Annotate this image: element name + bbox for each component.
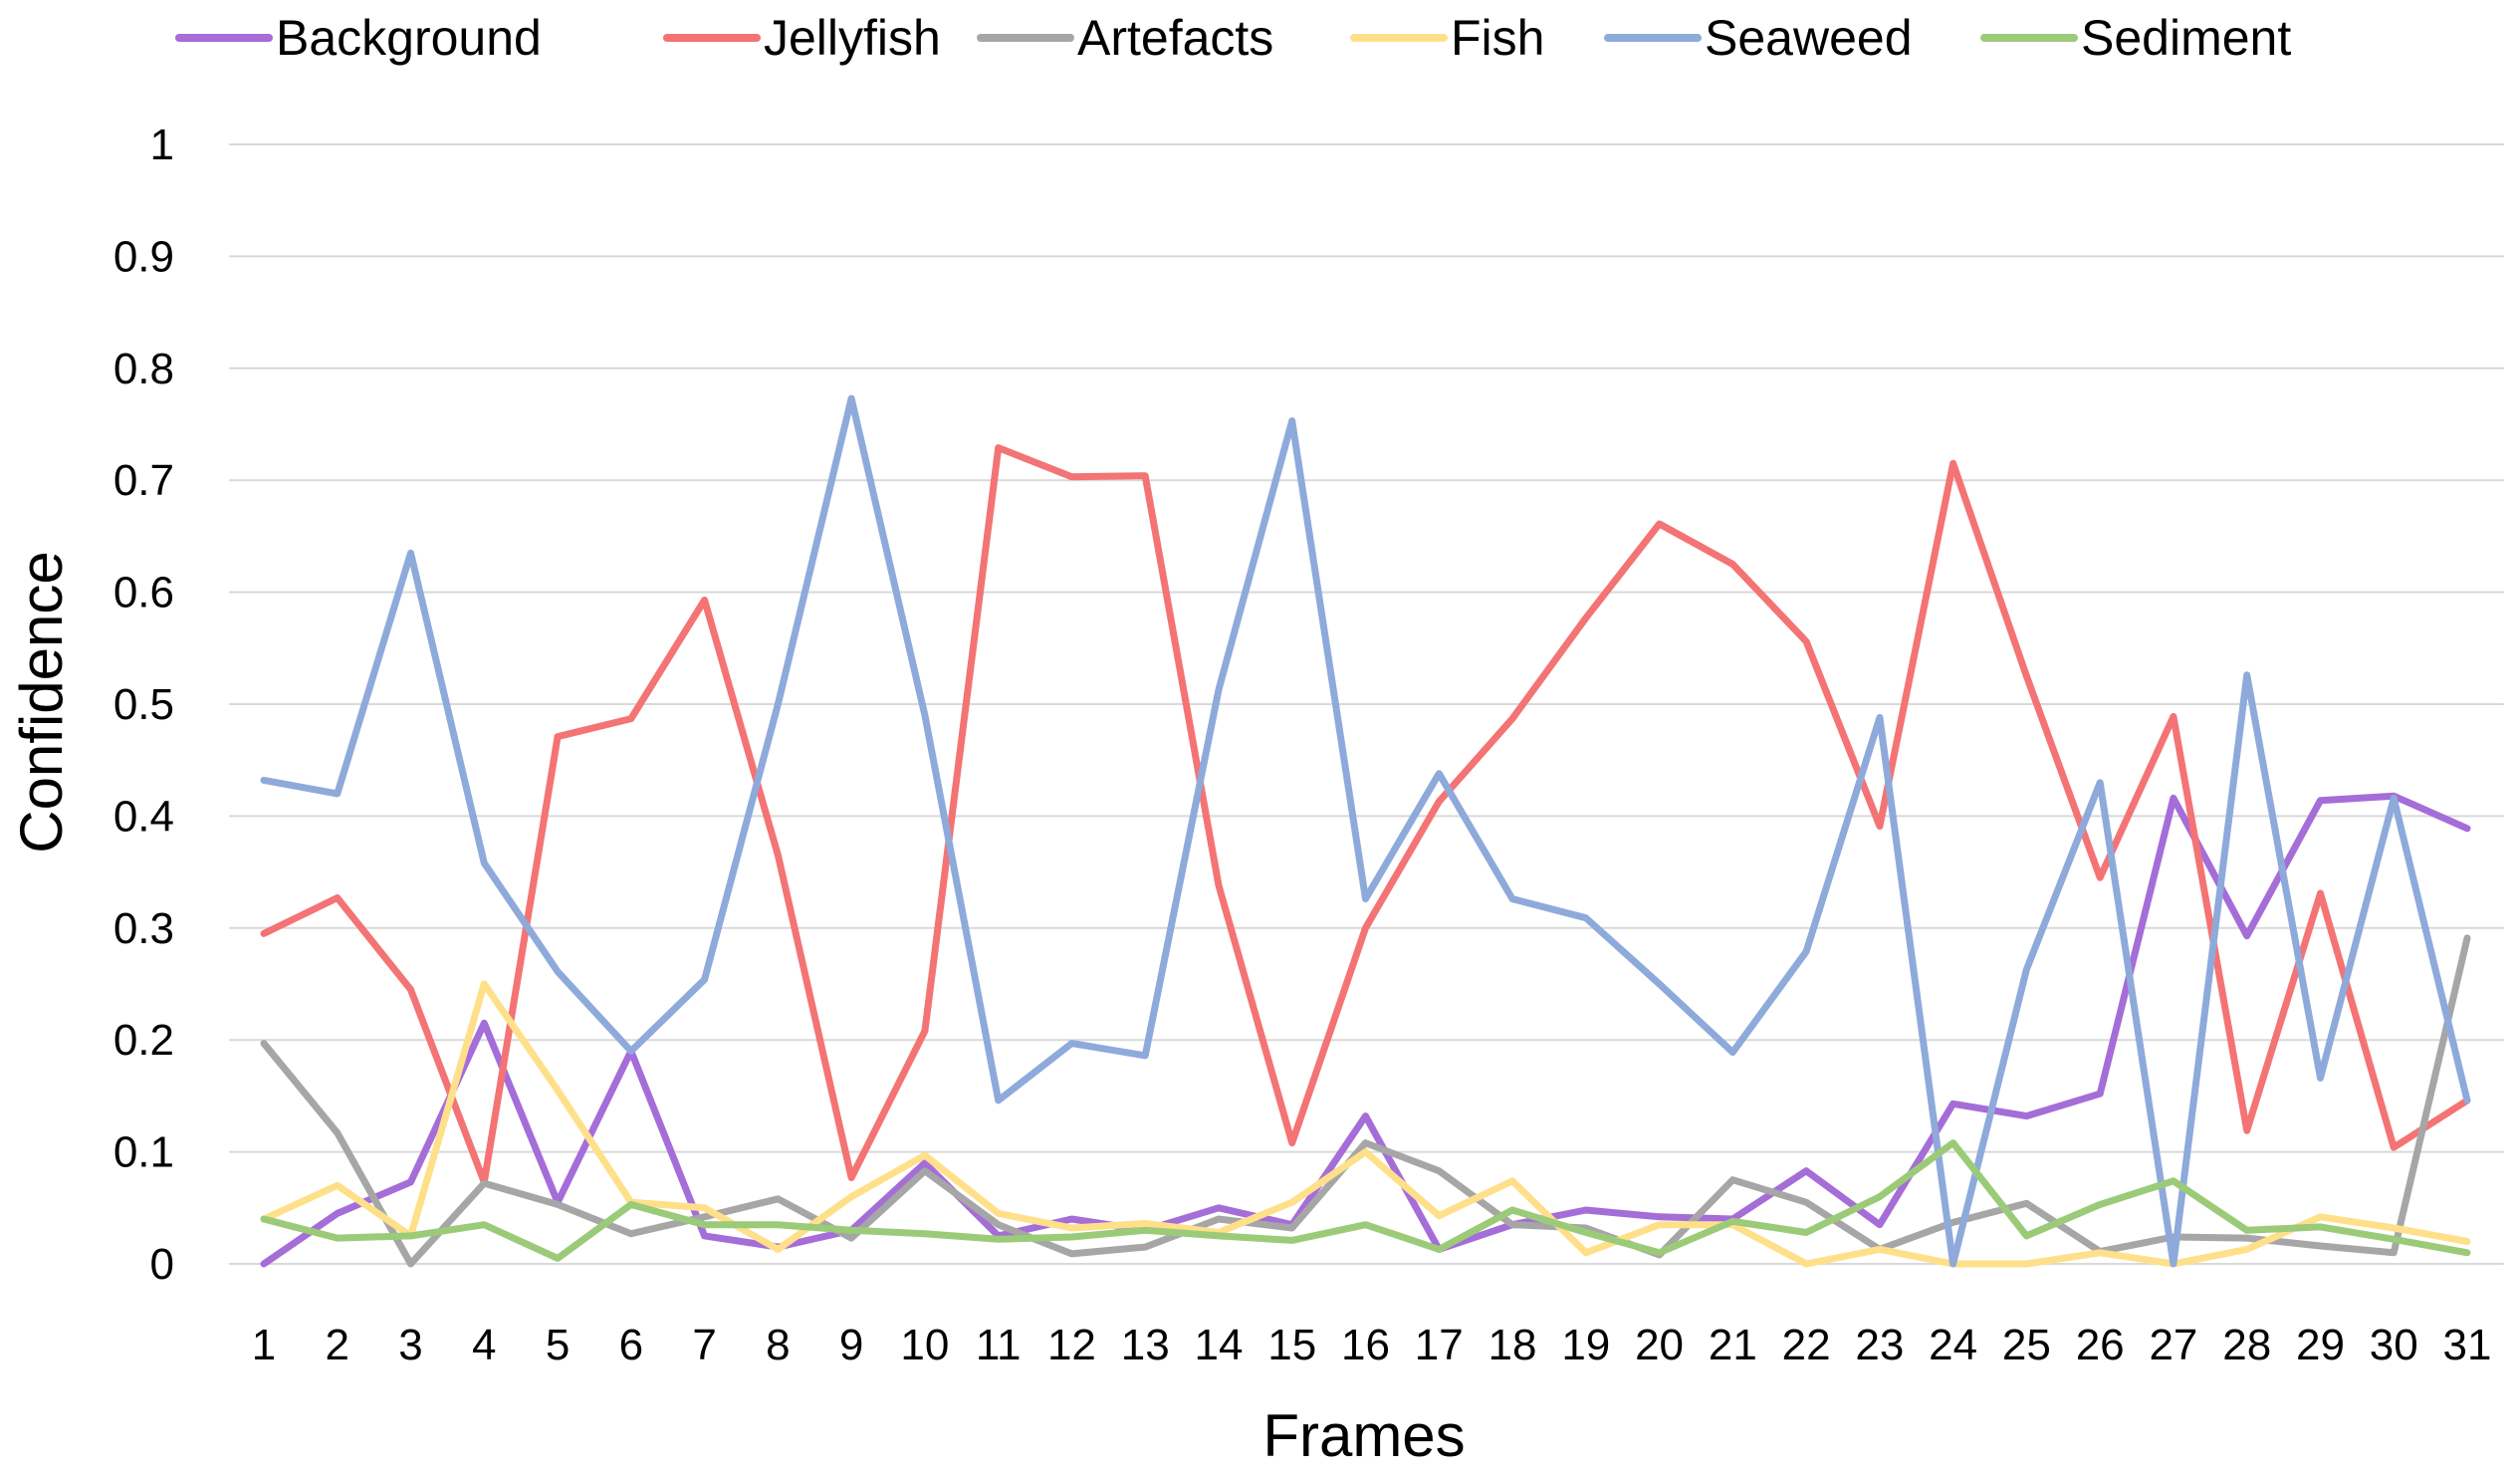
legend-item-jellyfish: Jellyfish bbox=[663, 10, 941, 66]
x-tick-label: 6 bbox=[619, 1321, 643, 1369]
y-axis-ticks: 0 0.1 0.2 0.3 0.4 0.5 0.6 0.7 0.8 0.9 1 bbox=[114, 121, 174, 1289]
x-tick-label: 18 bbox=[1489, 1321, 1537, 1369]
legend-item-seaweed: Seaweed bbox=[1604, 10, 1913, 66]
x-tick-label: 22 bbox=[1782, 1321, 1831, 1369]
x-axis-title: Frames bbox=[1262, 1402, 1465, 1469]
x-tick-label: 30 bbox=[2370, 1321, 2418, 1369]
legend: Background Jellyfish Artefacts Fish Seaweed S… bbox=[175, 10, 2291, 66]
x-tick-label: 15 bbox=[1267, 1321, 1316, 1369]
x-tick-label: 5 bbox=[546, 1321, 570, 1369]
legend-label: Artefacts bbox=[1077, 10, 1273, 66]
x-tick-label: 8 bbox=[766, 1321, 790, 1369]
series-line-artefacts bbox=[260, 934, 2471, 1268]
y-tick-label: 0.4 bbox=[114, 792, 174, 841]
y-tick-label: 0.6 bbox=[114, 569, 174, 617]
x-tick-label: 19 bbox=[1561, 1321, 1610, 1369]
legend-label: Seaweed bbox=[1705, 10, 1913, 66]
x-tick-label: 17 bbox=[1415, 1321, 1464, 1369]
series-line-seaweed bbox=[260, 394, 2471, 1268]
x-tick-label: 25 bbox=[2002, 1321, 2051, 1369]
x-tick-label: 28 bbox=[2222, 1321, 2271, 1369]
x-tick-label: 26 bbox=[2076, 1321, 2125, 1369]
x-tick-label: 27 bbox=[2149, 1321, 2197, 1369]
x-tick-label: 11 bbox=[976, 1321, 1022, 1369]
x-tick-label: 4 bbox=[472, 1321, 496, 1369]
y-tick-label: 0.5 bbox=[114, 680, 174, 729]
series-lines bbox=[260, 394, 2471, 1268]
y-tick-label: 0.7 bbox=[114, 456, 174, 505]
x-tick-label: 1 bbox=[252, 1321, 276, 1369]
series-line-sediment bbox=[260, 1139, 2471, 1262]
x-tick-label: 7 bbox=[692, 1321, 716, 1369]
legend-item-background: Background bbox=[175, 10, 542, 66]
x-tick-label: 3 bbox=[398, 1321, 422, 1369]
legend-label: Background bbox=[276, 10, 542, 66]
x-tick-label: 2 bbox=[326, 1321, 349, 1369]
y-tick-label: 0.8 bbox=[114, 345, 174, 393]
x-axis-ticks: 1 2 3 4 5 6 7 8 9 10 11 12 13 14 15 16 17 18 19 20 21 22 23 24 2… bbox=[252, 1321, 2492, 1369]
y-tick-label: 0.2 bbox=[114, 1016, 174, 1065]
x-tick-label: 31 bbox=[2443, 1321, 2492, 1369]
legend-item-fish: Fish bbox=[1350, 10, 1544, 66]
x-tick-label: 16 bbox=[1341, 1321, 1390, 1369]
x-tick-label: 12 bbox=[1047, 1321, 1096, 1369]
legend-label: Jellyfish bbox=[764, 10, 941, 66]
x-tick-label: 13 bbox=[1121, 1321, 1170, 1369]
legend-item-sediment: Sediment bbox=[1980, 10, 2291, 66]
y-tick-label: 0.3 bbox=[114, 904, 174, 953]
x-tick-label: 21 bbox=[1709, 1321, 1757, 1369]
legend-label: Fish bbox=[1451, 10, 1544, 66]
legend-label: Sediment bbox=[2081, 10, 2291, 66]
x-tick-label: 20 bbox=[1635, 1321, 1684, 1369]
x-tick-label: 10 bbox=[900, 1321, 949, 1369]
y-tick-label: 0.9 bbox=[114, 232, 174, 281]
x-tick-label: 9 bbox=[839, 1321, 863, 1369]
y-axis-title: Confidence bbox=[8, 551, 75, 854]
legend-item-artefacts: Artefacts bbox=[977, 10, 1273, 66]
y-tick-label: 0.1 bbox=[114, 1128, 174, 1177]
y-tick-label: 0 bbox=[150, 1240, 174, 1289]
x-tick-label: 29 bbox=[2296, 1321, 2345, 1369]
y-tick-label: 1 bbox=[150, 121, 174, 169]
x-tick-label: 23 bbox=[1855, 1321, 1904, 1369]
x-tick-label: 24 bbox=[1929, 1321, 1977, 1369]
gridlines bbox=[229, 143, 2504, 1265]
series-line-jellyfish bbox=[260, 444, 2471, 1186]
x-tick-label: 14 bbox=[1194, 1321, 1243, 1369]
